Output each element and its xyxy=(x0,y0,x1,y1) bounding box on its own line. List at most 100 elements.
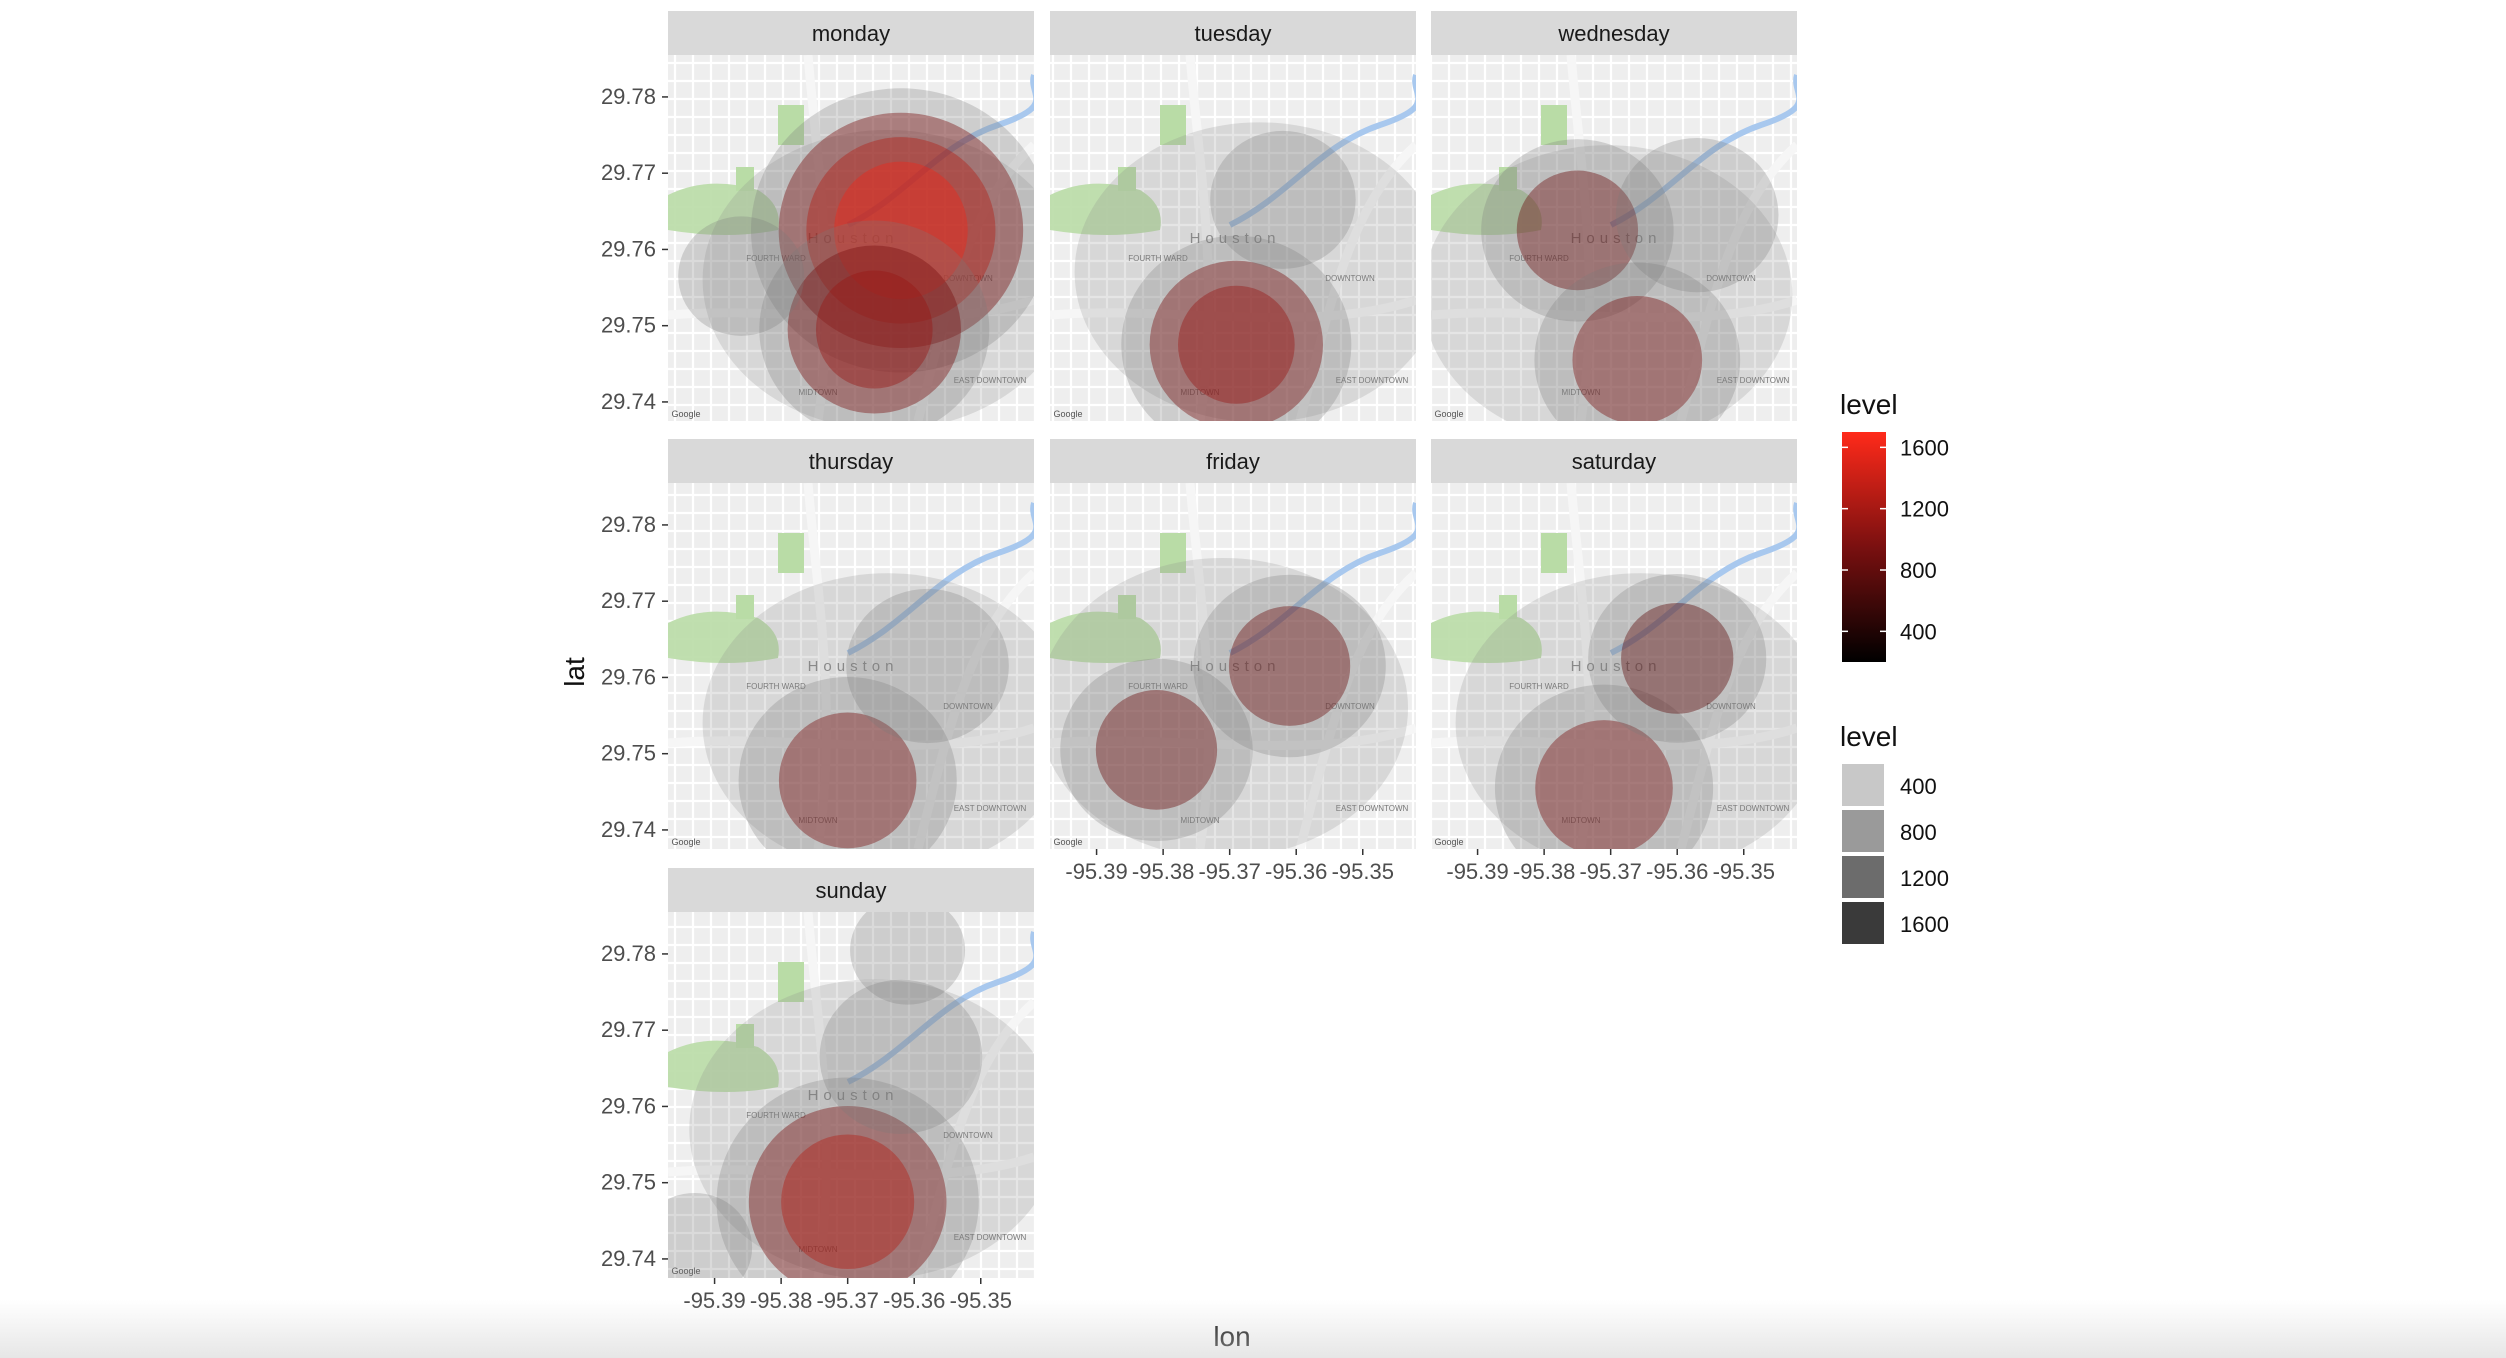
map-label-google: Google xyxy=(1053,409,1082,419)
map-label-downtown: DOWNTOWN xyxy=(1706,702,1756,711)
density-hotspot-saturday-2 xyxy=(1588,573,1767,743)
bayou xyxy=(1228,74,1416,228)
density-contour-level-400 xyxy=(846,588,1009,744)
highway xyxy=(1431,723,1797,751)
colorbar-label: 400 xyxy=(1900,619,1937,644)
density-hotspot-sunday-1 xyxy=(716,1077,979,1278)
bayou xyxy=(1609,74,1797,228)
park-area xyxy=(1499,595,1517,619)
park-area xyxy=(1541,105,1567,145)
density-contour-level-1200 xyxy=(781,1134,915,1270)
highway xyxy=(668,295,1034,323)
density-hotspot-friday-2 xyxy=(1193,574,1386,758)
y-tick-label: 29.76 xyxy=(601,236,656,261)
map-label-fourth-ward: FOURTH WARD xyxy=(746,1111,806,1120)
bayou xyxy=(846,931,1034,1085)
map-label-houston: Houston xyxy=(1571,230,1662,247)
facet-title: friday xyxy=(1206,449,1260,474)
park-area xyxy=(736,595,754,619)
density-contour-level-400 xyxy=(1193,574,1386,758)
bayou xyxy=(846,74,1034,228)
highway xyxy=(1050,723,1416,751)
park-area xyxy=(668,1040,779,1092)
page-bottom-fade xyxy=(0,1300,2506,1358)
facet-title: sunday xyxy=(816,878,887,903)
legend-key-label: 1600 xyxy=(1900,912,1949,937)
map-label-google: Google xyxy=(1434,409,1463,419)
map-label-east-downtown: EAST DOWNTOWN xyxy=(954,1233,1027,1242)
facet-title: monday xyxy=(812,21,890,46)
map-label-east-downtown: EAST DOWNTOWN xyxy=(1336,376,1409,385)
density-contour-level-700 xyxy=(1516,170,1639,291)
y-axis-title: lat xyxy=(559,657,590,687)
y-tick-label: 29.74 xyxy=(601,389,656,414)
highway xyxy=(803,483,832,849)
facet-strip xyxy=(668,868,1034,912)
density-envelope xyxy=(1455,573,1797,849)
density-hotspot-sunday-3 xyxy=(850,912,966,1005)
density-layer xyxy=(702,573,1034,849)
bayou xyxy=(846,502,1034,656)
density-contour-level-800 xyxy=(778,712,917,849)
park-area xyxy=(1541,533,1567,573)
map-label-east-downtown: EAST DOWNTOWN xyxy=(1336,804,1409,813)
map-label-google: Google xyxy=(1434,837,1463,847)
density-hotspot-monday-3 xyxy=(678,216,805,336)
map-label-google: Google xyxy=(671,837,700,847)
highway xyxy=(1050,295,1416,323)
highway xyxy=(1566,55,1595,421)
x-tick-label: -95.36 xyxy=(1265,859,1327,884)
density-hotspot-wednesday-1 xyxy=(1481,139,1674,322)
highway xyxy=(668,723,1034,751)
map-label-fourth-ward: FOURTH WARD xyxy=(746,682,806,691)
density-contour-level-400 xyxy=(1534,262,1741,421)
density-layer xyxy=(678,88,1034,421)
map-label-houston: Houston xyxy=(1190,658,1281,675)
x-tick-label: -95.35 xyxy=(1332,859,1394,884)
highway xyxy=(668,1152,1034,1180)
legend-key-label: 400 xyxy=(1900,774,1937,799)
highway xyxy=(1295,141,1416,421)
density-contour-level-400 xyxy=(1615,138,1779,293)
facet-title: tuesday xyxy=(1194,21,1271,46)
highway xyxy=(1295,569,1416,849)
facet-strip xyxy=(668,439,1034,483)
park-area xyxy=(1118,167,1136,191)
park-area xyxy=(1431,611,1542,663)
density-contour-level-800 xyxy=(1535,720,1673,849)
density-envelope xyxy=(702,129,1034,421)
density-envelope xyxy=(1074,122,1416,421)
map-label-downtown: DOWNTOWN xyxy=(943,274,993,283)
facet-title: saturday xyxy=(1572,449,1656,474)
legend-title: level xyxy=(1840,721,1898,752)
x-tick-label: -95.38 xyxy=(1513,859,1575,884)
y-tick-label: 29.75 xyxy=(601,313,656,338)
facet-title: wednesday xyxy=(1557,21,1669,46)
density-contour-level-1600 xyxy=(834,161,968,300)
density-contour-level-1200 xyxy=(806,137,996,324)
map-label-midtown: MIDTOWN xyxy=(1181,816,1220,825)
density-contour-level-400 xyxy=(751,88,1034,373)
density-hotspot-wednesday-2 xyxy=(1534,262,1741,421)
density-contour-level-400 xyxy=(1481,139,1674,322)
density-hotspot-tuesday-1 xyxy=(1121,235,1352,421)
y-tick-label: 29.76 xyxy=(601,664,656,689)
park-area xyxy=(778,105,804,145)
facet-strip xyxy=(1050,439,1416,483)
density-contour-level-600 xyxy=(1621,602,1734,714)
highway xyxy=(1185,483,1214,849)
bayou xyxy=(1228,502,1416,656)
density-layer xyxy=(1074,122,1416,421)
y-tick-label: 29.74 xyxy=(601,817,656,842)
map-label-houston: Houston xyxy=(808,230,899,247)
density-contour-level-400 xyxy=(1121,235,1352,421)
map-label-midtown: MIDTOWN xyxy=(799,816,838,825)
